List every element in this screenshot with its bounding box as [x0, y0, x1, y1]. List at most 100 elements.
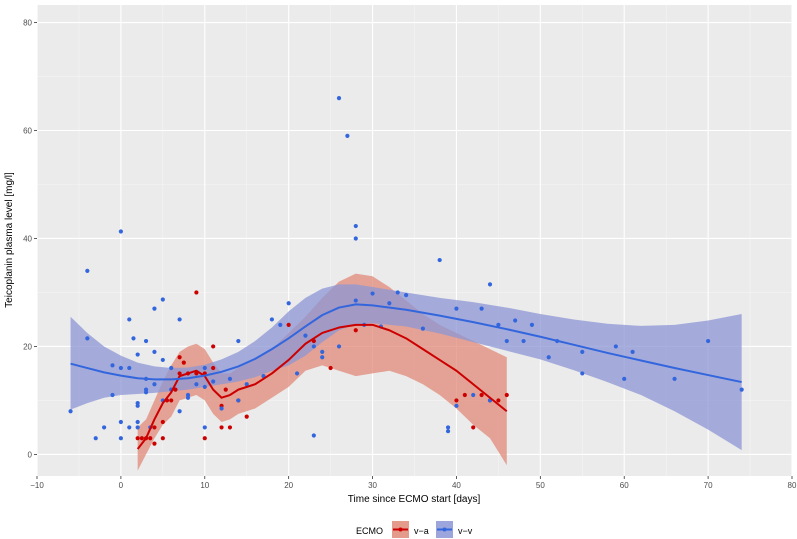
data-point-vv — [177, 317, 182, 322]
data-point-vv — [311, 433, 316, 438]
data-point-va — [135, 436, 140, 441]
data-point-vv — [353, 236, 358, 241]
data-point-vv — [160, 357, 165, 363]
x-tick-label: 0 — [119, 481, 124, 490]
y-tick-label: 20 — [23, 342, 32, 351]
data-point-vv — [202, 384, 207, 390]
data-point-vv — [353, 223, 358, 229]
data-point-vv — [496, 322, 501, 327]
data-point-vv — [118, 436, 123, 441]
data-point-vv — [445, 425, 451, 430]
data-point-va — [202, 436, 207, 441]
data-point-vv — [454, 403, 459, 408]
data-point-va — [160, 436, 165, 441]
data-point-vv — [152, 382, 157, 387]
data-point-vv — [420, 326, 425, 331]
data-point-vv — [672, 376, 677, 381]
y-tick-label: 80 — [23, 19, 32, 28]
legend-key-va-point — [398, 527, 403, 532]
data-point-va — [194, 290, 199, 295]
data-point-vv — [622, 376, 627, 381]
y-tick-label: 60 — [23, 127, 32, 136]
data-point-vv — [152, 306, 157, 311]
data-point-vv — [395, 290, 400, 295]
data-point-va — [211, 365, 216, 371]
data-point-vv — [127, 317, 132, 322]
data-point-vv — [135, 419, 140, 425]
data-point-vv — [135, 401, 140, 406]
legend: ECMO v−a v−v — [356, 521, 473, 538]
data-point-vv — [244, 382, 249, 387]
smooth-line-vv — [70, 303, 742, 384]
data-point-va — [160, 419, 165, 425]
data-point-vv — [580, 371, 585, 376]
data-point-va — [227, 425, 233, 430]
data-point-vv — [202, 425, 207, 430]
y-axis-ticks: 0 20 40 60 80 — [23, 19, 37, 459]
y-axis-title: Teicoplanin plasma level [mg/l] — [4, 172, 15, 308]
data-point-vv — [127, 425, 132, 430]
data-point-vv — [311, 344, 316, 349]
x-tick-label: 50 — [536, 481, 545, 490]
data-point-va — [223, 387, 228, 392]
smooth-lines — [70, 303, 742, 450]
legend-label-va: v−a — [414, 526, 429, 536]
legend-key-va — [392, 521, 409, 538]
data-point-vv — [303, 333, 308, 338]
data-point-vv — [93, 436, 98, 441]
x-axis-title: Time since ECMO start [days] — [348, 494, 481, 505]
data-point-vv — [387, 301, 392, 306]
data-point-vv — [219, 406, 224, 411]
data-point-vv — [135, 425, 140, 430]
data-point-va — [454, 398, 459, 403]
data-point-vv — [85, 268, 90, 273]
data-point-vv — [185, 395, 191, 400]
data-point-va — [479, 392, 484, 398]
data-point-vv — [320, 355, 325, 360]
x-tick-label: 10 — [200, 481, 209, 490]
data-point-va — [328, 365, 333, 371]
x-tick-label: 20 — [284, 481, 293, 490]
data-point-va — [462, 392, 467, 398]
data-point-vv — [236, 398, 241, 403]
data-point-vv — [580, 349, 585, 354]
data-point-vv — [194, 382, 199, 387]
data-point-vv — [169, 365, 174, 371]
data-point-vv — [345, 133, 350, 139]
data-point-vv — [294, 371, 300, 376]
data-point-va — [139, 436, 144, 441]
data-point-vv — [160, 297, 165, 302]
data-point-va — [286, 322, 291, 327]
data-point-vv — [68, 409, 73, 414]
data-point-vv — [504, 338, 509, 344]
data-point-vv — [278, 322, 283, 327]
data-point-vv — [445, 429, 451, 434]
data-point-vv — [336, 344, 342, 349]
data-point-vv — [353, 298, 358, 303]
x-tick-label: −10 — [30, 481, 44, 490]
data-point-vv — [471, 392, 476, 398]
data-point-vv — [110, 363, 115, 368]
data-point-vv — [118, 229, 123, 234]
smooth-line-va — [136, 323, 508, 450]
data-point-va — [219, 425, 224, 430]
data-point-va — [471, 425, 476, 430]
x-axis-ticks: −10 0 10 20 30 40 50 60 70 80 — [30, 476, 797, 490]
x-tick-label: 60 — [620, 481, 629, 490]
data-point-va — [244, 414, 249, 419]
data-point-vv — [85, 336, 90, 341]
legend-title: ECMO — [356, 526, 383, 536]
data-point-vv — [127, 365, 132, 371]
x-tick-label: 40 — [452, 481, 461, 490]
data-point-vv — [152, 349, 157, 354]
data-point-vv — [546, 355, 551, 360]
legend-key-vv-point — [442, 527, 447, 532]
data-point-vv — [370, 291, 375, 296]
data-point-vv — [177, 409, 182, 414]
data-point-vv — [529, 322, 535, 327]
data-point-va — [353, 328, 358, 333]
data-point-vv — [630, 349, 635, 354]
data-point-vv — [487, 282, 493, 287]
data-point-vv — [706, 338, 711, 344]
